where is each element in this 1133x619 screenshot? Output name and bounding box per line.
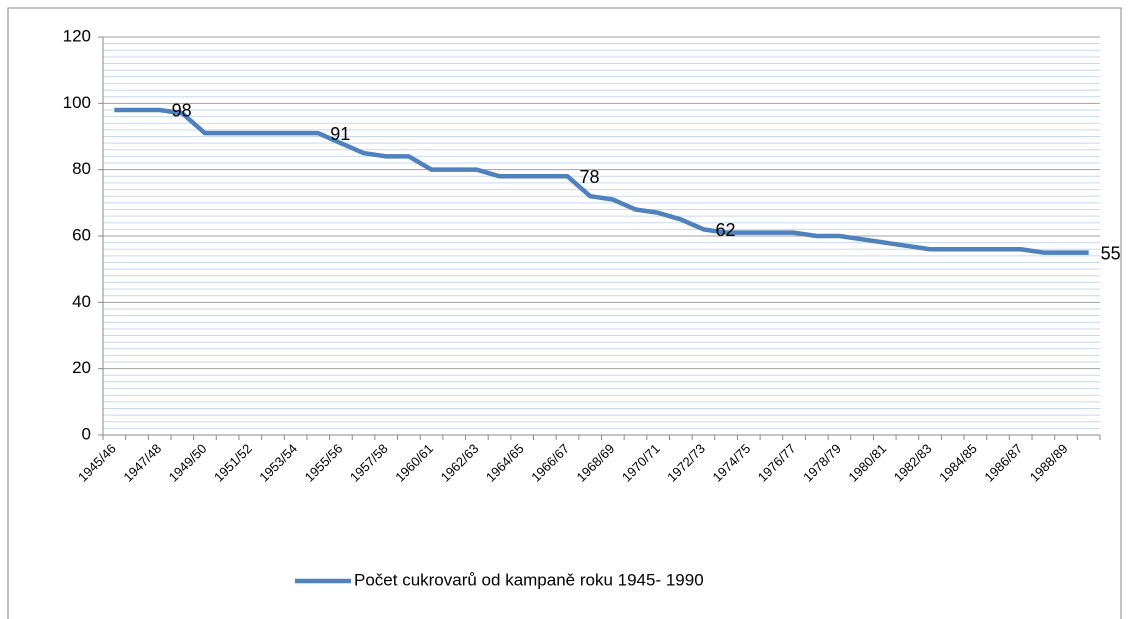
x-tick-label: 1960/61 <box>392 441 436 485</box>
x-tick-label: 1982/83 <box>891 441 935 485</box>
x-tick-label: 1988/89 <box>1027 441 1071 485</box>
x-tick-label: 1945/46 <box>75 441 119 485</box>
x-tick-label: 1968/69 <box>574 441 618 485</box>
y-tick-label: 120 <box>63 26 91 45</box>
x-tick-label: 1970/71 <box>619 441 663 485</box>
data-label: 55 <box>1101 243 1121 263</box>
data-label: 62 <box>715 220 735 240</box>
x-tick-label: 1978/79 <box>800 441 844 485</box>
y-tick-label: 100 <box>63 93 91 112</box>
data-label: 91 <box>330 124 350 144</box>
data-line <box>114 107 1089 255</box>
data-label: 78 <box>580 167 600 187</box>
x-tick-label: 1976/77 <box>755 441 799 485</box>
y-tick-label: 20 <box>72 358 91 377</box>
x-tick-label: 1949/50 <box>166 441 210 485</box>
x-tick-label: 1951/52 <box>211 441 255 485</box>
x-tick-label: 1947/48 <box>120 441 164 485</box>
x-tick-label: 1984/85 <box>936 441 980 485</box>
x-tick-label: 1953/54 <box>256 441 300 485</box>
x-tick-label: 1962/63 <box>438 441 482 485</box>
x-tick-label: 1957/58 <box>347 441 391 485</box>
y-tick-label: 80 <box>72 159 91 178</box>
x-tick-label: 1972/73 <box>664 441 708 485</box>
y-tick-label: 40 <box>72 292 91 311</box>
chart-border <box>7 7 1122 619</box>
y-tick-label: 0 <box>82 424 91 443</box>
x-tick-label: 1966/67 <box>528 441 572 485</box>
x-tick-label: 1955/56 <box>302 441 346 485</box>
legend-label: Počet cukrovarů od kampaně roku 1945- 19… <box>354 570 704 589</box>
x-tick-label: 1980/81 <box>845 441 889 485</box>
x-tick-label: 1986/87 <box>981 441 1025 485</box>
data-label: 98 <box>172 101 192 121</box>
y-tick-label: 60 <box>72 225 91 244</box>
x-tick-label: 1964/65 <box>483 441 527 485</box>
x-tick-label: 1974/75 <box>709 441 753 485</box>
